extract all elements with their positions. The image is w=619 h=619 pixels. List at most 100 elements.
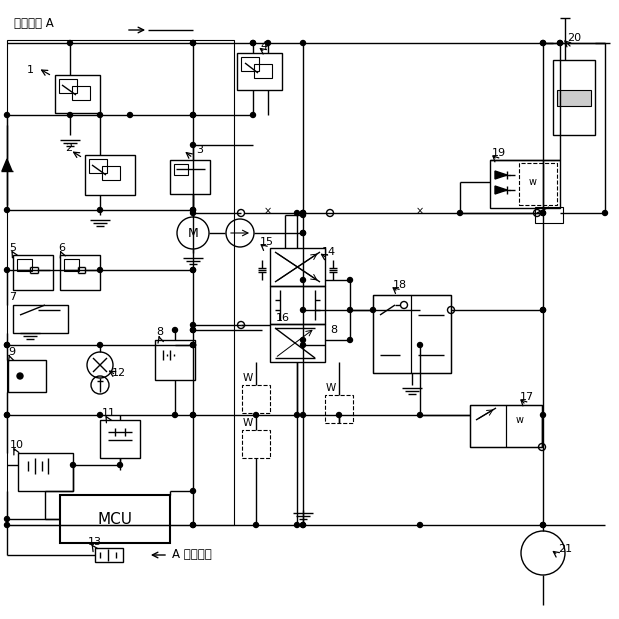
- Circle shape: [191, 412, 196, 417]
- Circle shape: [540, 40, 545, 46]
- Circle shape: [4, 207, 9, 212]
- Bar: [17, 259, 32, 271]
- Circle shape: [540, 210, 545, 215]
- Circle shape: [118, 462, 123, 467]
- Circle shape: [191, 267, 196, 272]
- Bar: [506, 405, 542, 447]
- Bar: [270, 286, 325, 324]
- Bar: [72, 86, 90, 100]
- Circle shape: [295, 210, 300, 215]
- Circle shape: [540, 412, 545, 417]
- Circle shape: [254, 522, 259, 527]
- Circle shape: [4, 342, 9, 347]
- Bar: [100, 420, 140, 458]
- Bar: [55, 75, 100, 113]
- Bar: [470, 405, 506, 447]
- Circle shape: [558, 40, 563, 46]
- Bar: [64, 259, 79, 271]
- Circle shape: [300, 308, 306, 313]
- Text: 9: 9: [8, 347, 15, 357]
- Circle shape: [191, 522, 196, 527]
- Text: w: w: [529, 177, 537, 187]
- Bar: [60, 495, 170, 543]
- Bar: [557, 90, 591, 106]
- Bar: [411, 295, 451, 373]
- Circle shape: [540, 210, 545, 215]
- Circle shape: [251, 40, 256, 46]
- Circle shape: [191, 113, 196, 118]
- Circle shape: [295, 522, 300, 527]
- Bar: [242, 430, 270, 458]
- Circle shape: [602, 210, 607, 215]
- Bar: [270, 324, 325, 362]
- Text: 16: 16: [276, 313, 290, 323]
- Circle shape: [540, 308, 545, 313]
- Circle shape: [4, 267, 9, 272]
- Text: 7: 7: [9, 292, 16, 302]
- Bar: [95, 548, 123, 562]
- Circle shape: [540, 308, 545, 313]
- Text: 19: 19: [492, 148, 506, 158]
- Text: W: W: [243, 373, 253, 383]
- Circle shape: [98, 342, 103, 347]
- Circle shape: [371, 308, 376, 313]
- Text: 15: 15: [260, 237, 274, 247]
- Text: 5: 5: [9, 243, 16, 253]
- Circle shape: [67, 40, 72, 46]
- Circle shape: [295, 412, 300, 417]
- Bar: [373, 295, 451, 373]
- Circle shape: [300, 212, 306, 217]
- Text: 8: 8: [156, 327, 163, 337]
- Circle shape: [191, 342, 196, 347]
- Bar: [155, 340, 195, 380]
- Text: M: M: [188, 227, 198, 240]
- Text: w: w: [516, 415, 524, 425]
- Circle shape: [251, 113, 256, 118]
- Circle shape: [191, 210, 196, 215]
- Bar: [270, 248, 325, 286]
- Circle shape: [300, 230, 306, 235]
- Circle shape: [67, 113, 72, 118]
- Circle shape: [4, 113, 9, 118]
- Bar: [85, 155, 135, 195]
- Circle shape: [173, 327, 178, 332]
- Bar: [8, 360, 46, 392]
- Text: 18: 18: [393, 280, 407, 290]
- Polygon shape: [495, 186, 507, 194]
- Text: 4: 4: [260, 41, 267, 51]
- Text: 17: 17: [520, 392, 534, 402]
- Circle shape: [540, 522, 545, 527]
- Polygon shape: [495, 171, 507, 179]
- Circle shape: [457, 210, 462, 215]
- Circle shape: [191, 342, 196, 347]
- Circle shape: [17, 373, 23, 379]
- Bar: [553, 60, 595, 135]
- Circle shape: [98, 113, 103, 118]
- Circle shape: [4, 516, 9, 521]
- Text: 21: 21: [558, 544, 572, 554]
- Circle shape: [191, 142, 196, 147]
- Circle shape: [98, 412, 103, 417]
- Bar: [13, 255, 53, 290]
- Circle shape: [540, 40, 545, 46]
- Circle shape: [191, 327, 196, 332]
- Text: 10: 10: [10, 440, 24, 450]
- Bar: [254, 64, 272, 78]
- Text: MCU: MCU: [98, 511, 132, 527]
- Text: 12: 12: [112, 368, 126, 378]
- Text: 3: 3: [196, 145, 203, 155]
- Circle shape: [191, 267, 196, 272]
- Circle shape: [191, 322, 196, 327]
- Circle shape: [191, 342, 196, 347]
- Text: 13: 13: [88, 537, 102, 547]
- Bar: [241, 57, 259, 71]
- Text: 14: 14: [322, 247, 336, 257]
- Bar: [174, 164, 188, 175]
- Polygon shape: [2, 159, 12, 171]
- Bar: [490, 160, 560, 208]
- Text: ×: ×: [416, 206, 424, 216]
- Bar: [102, 166, 120, 180]
- Circle shape: [4, 412, 9, 417]
- Circle shape: [173, 412, 178, 417]
- Bar: [13, 305, 68, 333]
